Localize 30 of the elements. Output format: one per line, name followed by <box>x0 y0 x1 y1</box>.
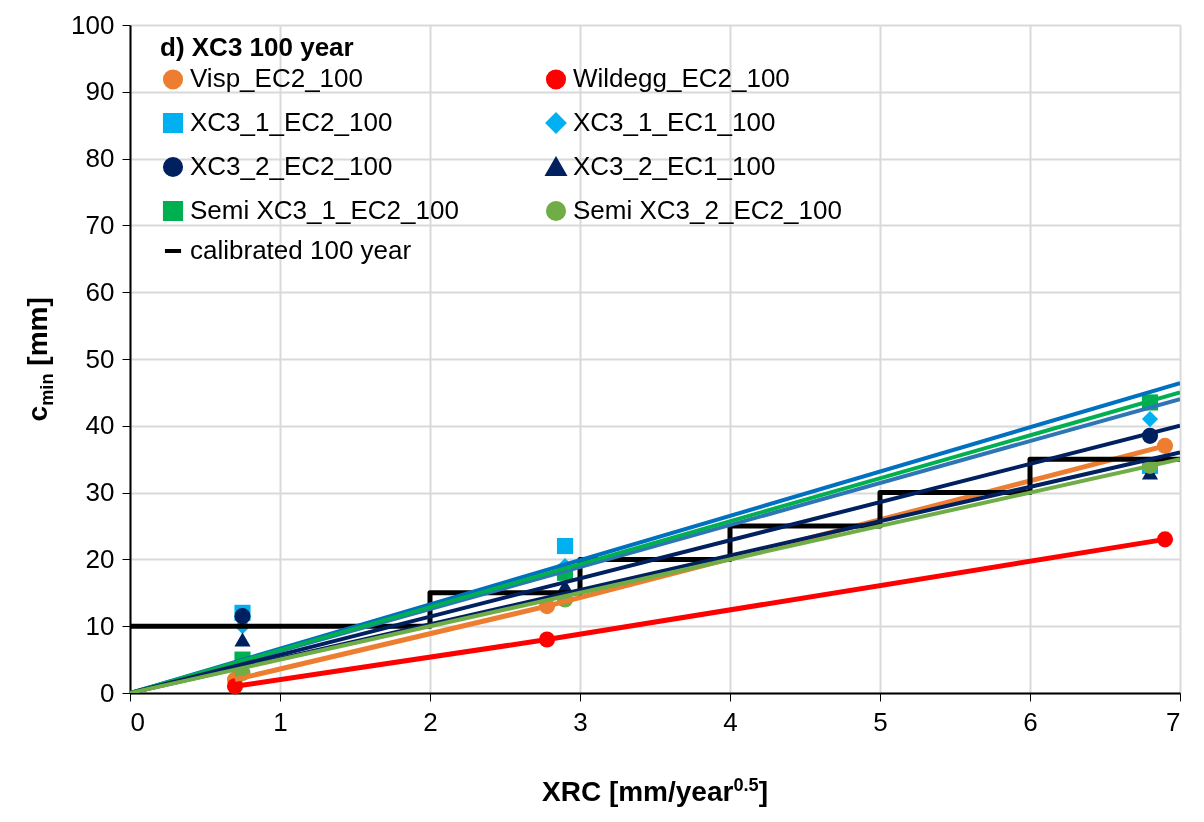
x-tick-label: 4 <box>723 706 738 737</box>
y-tick-label: 80 <box>85 143 115 174</box>
y-tick-label: 100 <box>71 9 115 40</box>
legend-label: XC3_1_EC2_100 <box>190 107 393 137</box>
y-tick-label: 70 <box>85 209 115 240</box>
x-axis-title: XRC [mm/year$^{0.5}$] <box>542 775 769 809</box>
y-tick-label: 20 <box>85 543 115 574</box>
legend-label: XC3_2_EC2_100 <box>190 151 393 181</box>
legend-label: XC3_1_EC1_100 <box>573 107 776 137</box>
x-tick-label: 6 <box>1023 706 1038 737</box>
x-tick-label: 2 <box>423 706 438 737</box>
y-tick-label: 90 <box>85 76 115 107</box>
legend-label: Semi XC3_1_EC2_100 <box>190 195 459 225</box>
legend-label: Semi XC3_2_EC2_100 <box>573 195 842 225</box>
x-tick-label: 1 <box>273 706 288 737</box>
legend-label: XC3_2_EC1_100 <box>573 151 776 181</box>
y-tick-label: 30 <box>85 477 115 508</box>
y-tick-label: 10 <box>85 610 115 641</box>
y-tick-label: 0 <box>100 677 115 708</box>
y-tick-label: 60 <box>85 276 115 307</box>
x-tick-label: 3 <box>573 706 588 737</box>
legend-label: Wildegg_EC2_100 <box>573 63 790 94</box>
x-tick-label: 7 <box>1166 706 1181 737</box>
legend-label: Visp_EC2_100 <box>190 63 363 94</box>
y-tick-label: 40 <box>85 410 115 441</box>
legend-label: calibrated 100 year <box>190 235 412 265</box>
x-tick-label: 5 <box>873 706 888 737</box>
legend-title: d) XC3 100 year <box>160 32 354 62</box>
y-tick-label: 50 <box>85 343 115 374</box>
x-tick-label: 0 <box>130 706 145 737</box>
